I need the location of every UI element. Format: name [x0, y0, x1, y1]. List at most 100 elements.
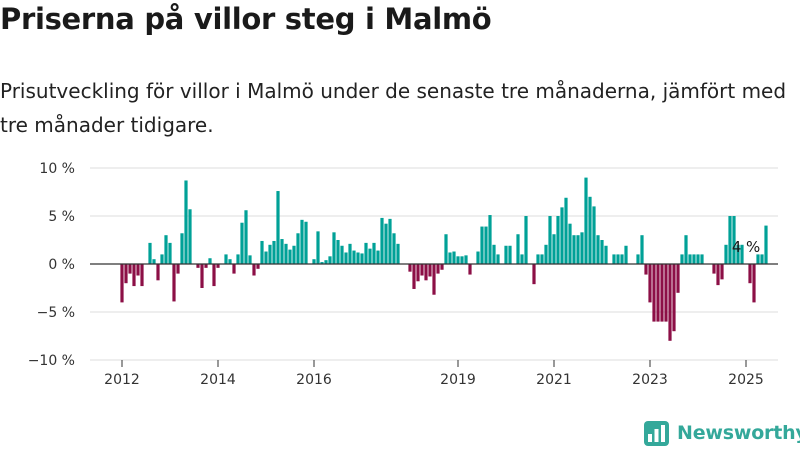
- bar: [300, 219, 304, 264]
- data-label: 4 %: [732, 238, 761, 256]
- bar: [756, 254, 760, 264]
- bar: [136, 264, 140, 276]
- bar: [580, 232, 584, 264]
- bar: [584, 177, 588, 264]
- bar: [680, 254, 684, 264]
- bar: [468, 264, 472, 275]
- bar: [128, 264, 132, 274]
- bar: [284, 243, 288, 264]
- bar: [748, 264, 752, 284]
- page-title: Priserna på villor steg i Malmö: [0, 2, 492, 36]
- brand-name: Newsworthy: [677, 422, 800, 444]
- bar: [760, 254, 764, 264]
- x-tick-label: 2012: [104, 372, 140, 388]
- bar: [340, 245, 344, 264]
- bar: [352, 250, 356, 264]
- bar: [552, 234, 556, 264]
- bar: [396, 243, 400, 264]
- bar: [532, 264, 536, 285]
- bar: [296, 233, 300, 264]
- bar: [280, 239, 284, 264]
- bar: [172, 264, 176, 302]
- bar: [152, 259, 156, 264]
- y-axis-ticks: 10 % 5 % 0 % −5 % −10 %: [28, 161, 75, 369]
- x-axis-ticks: 2012 2014 2016 2019 2021 2023 2025: [104, 360, 764, 388]
- y-tick-label: −10 %: [28, 353, 75, 369]
- bar: [620, 254, 624, 264]
- bar: [224, 254, 228, 264]
- bar: [448, 252, 452, 264]
- bar: [548, 216, 552, 264]
- bar: [452, 251, 456, 264]
- bar: [712, 264, 716, 274]
- bar: [200, 264, 204, 288]
- bar: [368, 248, 372, 264]
- bar: [604, 245, 608, 264]
- bar: [764, 225, 768, 264]
- bar: [568, 223, 572, 264]
- bar: [188, 209, 192, 264]
- bar: [644, 264, 648, 275]
- bar: [132, 264, 136, 287]
- bar: [148, 242, 152, 264]
- bar: [184, 180, 188, 264]
- bar: [156, 264, 160, 281]
- bar: [544, 244, 548, 264]
- bar: [244, 210, 248, 264]
- bar: [140, 264, 144, 287]
- bar: [364, 242, 368, 264]
- bar: [292, 245, 296, 264]
- bar: [344, 252, 348, 264]
- bar: [216, 264, 220, 268]
- bar: [692, 254, 696, 264]
- bar: [228, 259, 232, 264]
- bar: [508, 245, 512, 264]
- bar: [460, 256, 464, 264]
- annotations: 4 %: [732, 238, 761, 256]
- bar: [392, 233, 396, 264]
- bar: [660, 264, 664, 322]
- bar: [596, 235, 600, 264]
- bar: [348, 243, 352, 264]
- bar: [436, 264, 440, 274]
- bar: [636, 254, 640, 264]
- bar: [252, 264, 256, 276]
- bar: [444, 234, 448, 264]
- bar: [640, 235, 644, 264]
- bar: [180, 233, 184, 264]
- x-tick-label: 2021: [536, 372, 572, 388]
- bar: [556, 216, 560, 264]
- bar: [752, 264, 756, 303]
- bar: [676, 264, 680, 293]
- bar: [376, 250, 380, 264]
- bar: [316, 231, 320, 264]
- bar: [724, 244, 728, 264]
- bar: [380, 217, 384, 264]
- bar: [652, 264, 656, 322]
- bar: [164, 235, 168, 264]
- bar: [600, 240, 604, 264]
- y-tick-label: 0 %: [48, 257, 75, 273]
- bar: [516, 234, 520, 264]
- bar: [236, 254, 240, 264]
- y-tick-label: 10 %: [39, 161, 75, 177]
- bar: [432, 264, 436, 295]
- bar: [684, 235, 688, 264]
- bar: [696, 254, 700, 264]
- bar: [588, 196, 592, 264]
- bar: [256, 264, 260, 269]
- bar-chart-logo-icon: [644, 420, 669, 446]
- bar-chart: 10 % 5 % 0 % −5 % −10 % 2012 2014 2016 2019 2021…: [28, 161, 778, 388]
- bar: [732, 216, 736, 264]
- bar: [324, 260, 328, 264]
- bar: [440, 264, 444, 270]
- bar: [360, 253, 364, 264]
- bar: [240, 222, 244, 264]
- y-tick-label: −5 %: [37, 305, 75, 321]
- bar: [576, 235, 580, 264]
- bar: [664, 264, 668, 322]
- bar: [520, 254, 524, 264]
- bar: [356, 252, 360, 264]
- newsworthy-brand: Newsworthy: [644, 418, 800, 448]
- bar: [496, 254, 500, 264]
